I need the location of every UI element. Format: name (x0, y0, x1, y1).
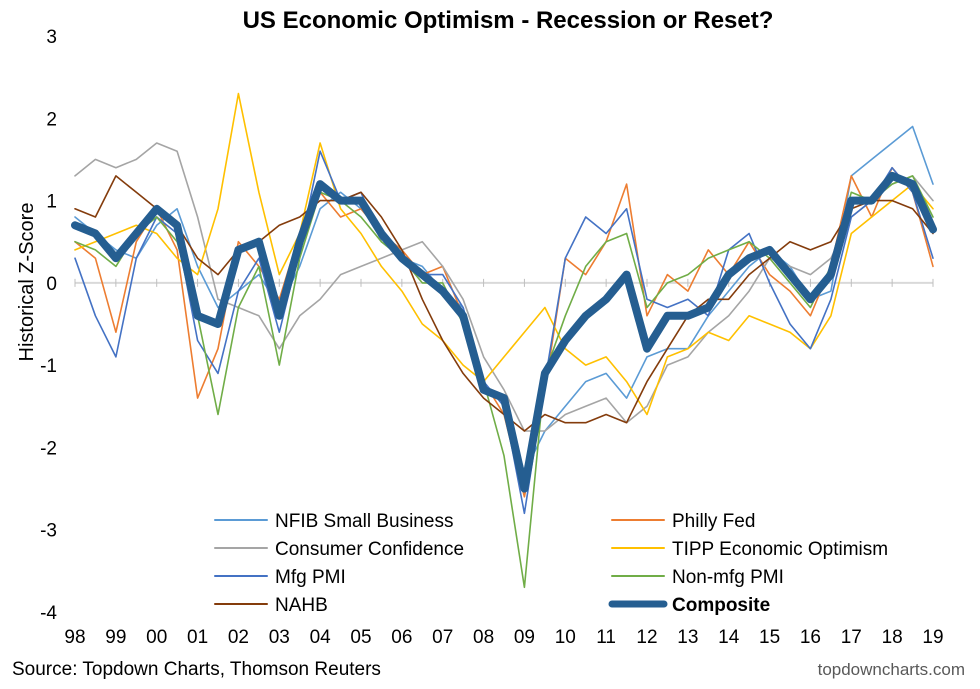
y-tick-label: -1 (40, 356, 57, 377)
chart-title: US Economic Optimism - Recession or Rese… (243, 7, 774, 34)
y-tick-label: 3 (46, 27, 57, 48)
x-tick-label: 99 (105, 627, 126, 648)
legend: NFIB Small Business Philly Fed Consumer Co… (214, 511, 888, 616)
x-tick-label: 16 (800, 627, 821, 648)
y-tick-label: -4 (40, 603, 57, 624)
x-tick-label: 17 (841, 627, 862, 648)
legend-label: TIPP Economic Optimism (672, 539, 888, 560)
x-tick-label: 15 (759, 627, 780, 648)
y-tick-label: -3 (40, 521, 57, 542)
series-line-consumer-confidence (74, 142, 934, 432)
legend-label: NFIB Small Business (275, 511, 453, 532)
x-tick-label: 00 (146, 627, 167, 648)
x-tick-label: 14 (718, 627, 740, 648)
x-tick-label: 11 (596, 627, 616, 648)
x-tick-label: 19 (922, 627, 943, 648)
series-line-non-mfg-pmi (74, 175, 934, 589)
source-note: Source: Topdown Charts, Thomson Reuters (12, 659, 381, 680)
x-tick-label: 09 (514, 627, 535, 648)
legend-label: Non-mfg PMI (672, 567, 784, 588)
x-tick-label: 18 (882, 627, 903, 648)
series-line-philly-fed (74, 166, 934, 498)
x-tick-label: 06 (391, 627, 412, 648)
x-axis-ticks: 98 99 00 01 02 03 04 05 06 07 08 09 10 11 12 13 14 15 16 17… (64, 278, 944, 648)
y-tick-label: -2 (40, 438, 57, 459)
credit-note: topdowncharts.com (818, 660, 965, 679)
legend-label: Composite (672, 595, 770, 616)
x-tick-label: 98 (64, 627, 85, 648)
y-axis-ticks: 3 2 1 0 -1 -2 -3 -4 (40, 27, 57, 624)
x-tick-label: 13 (677, 627, 698, 648)
legend-label: NAHB (275, 595, 328, 616)
y-axis-label: Historical Z-Score (16, 203, 38, 362)
x-tick-label: 07 (432, 627, 453, 648)
legend-label: Consumer Confidence (275, 539, 464, 560)
y-tick-label: 1 (46, 192, 57, 213)
x-tick-label: 05 (350, 627, 371, 648)
x-tick-label: 08 (473, 627, 494, 648)
series-line-composite (71, 171, 937, 493)
x-tick-label: 01 (187, 627, 208, 648)
x-tick-label: 03 (269, 627, 290, 648)
series-lines (71, 92, 937, 589)
x-tick-label: 04 (310, 627, 332, 648)
x-tick-label: 10 (555, 627, 576, 648)
legend-label: Mfg PMI (275, 567, 346, 588)
legend-label: Philly Fed (672, 511, 755, 532)
x-tick-label: 02 (228, 627, 249, 648)
x-tick-label: 12 (636, 627, 657, 648)
y-tick-label: 0 (46, 274, 57, 295)
series-line-tipp-economic-optimism (74, 92, 934, 416)
y-tick-label: 2 (46, 109, 57, 130)
series-line-nahb (74, 175, 934, 432)
